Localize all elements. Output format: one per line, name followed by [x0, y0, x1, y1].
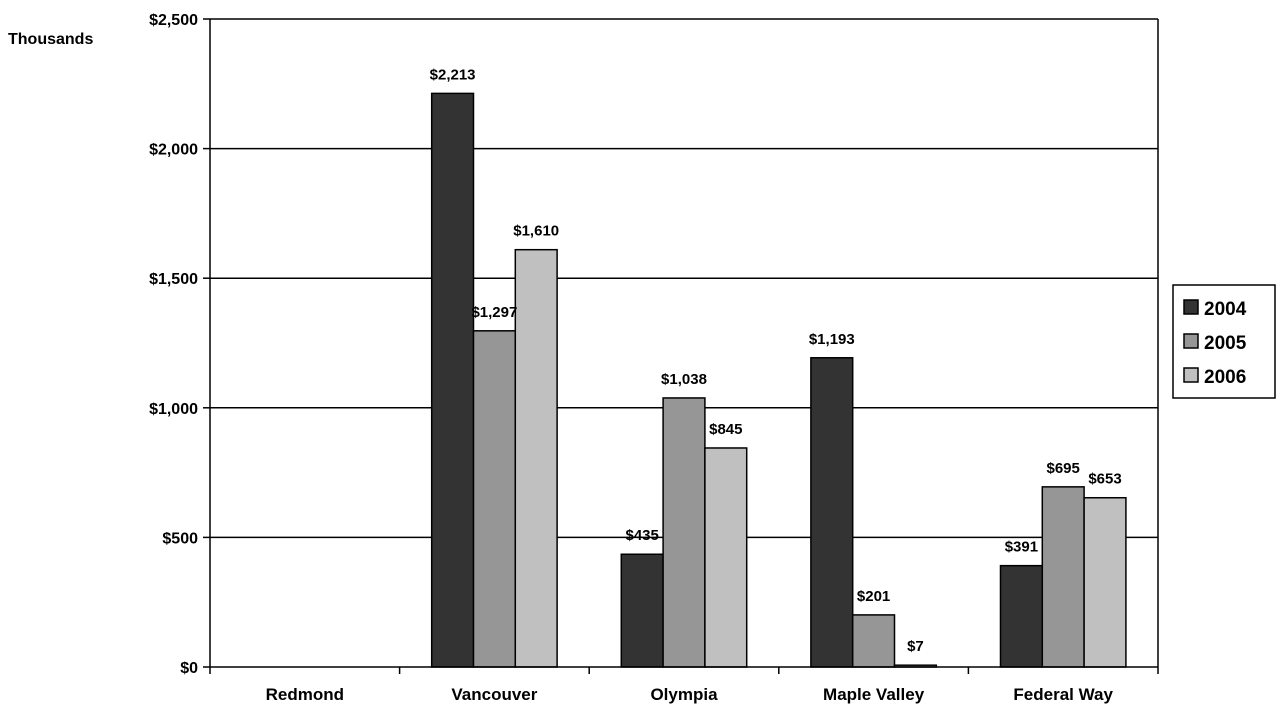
- y-tick-label: $1,500: [149, 271, 198, 288]
- legend-label: 2004: [1204, 299, 1247, 320]
- bar-2006: [1083, 496, 1127, 668]
- data-label: $1,193: [809, 331, 855, 348]
- bar-2004: [810, 357, 854, 668]
- bar-2005: [1041, 486, 1085, 668]
- x-tick-label: Federal Way: [1013, 685, 1113, 704]
- legend: 2004 2005 2006: [1172, 284, 1276, 399]
- data-label: $1,610: [513, 223, 559, 240]
- y-tick-label: $0: [180, 660, 198, 677]
- legend-swatch: [1183, 333, 1199, 349]
- legend-label: 2006: [1204, 367, 1246, 388]
- data-label: $7: [907, 638, 924, 655]
- x-tick-label: Vancouver: [451, 685, 537, 704]
- data-label: $201: [857, 588, 890, 605]
- data-label: $845: [709, 421, 742, 438]
- bar-2005: [851, 614, 896, 668]
- bar-2004: [620, 553, 664, 668]
- x-tick-label: Maple Valley: [823, 685, 925, 704]
- data-label: $391: [1005, 539, 1038, 556]
- data-label: $695: [1047, 460, 1080, 477]
- y-tick-label: $2,000: [149, 142, 198, 159]
- legend-swatch: [1183, 367, 1199, 383]
- y-tick-label: $500: [162, 530, 198, 547]
- legend-swatch: [1183, 299, 1199, 315]
- y-tick-label: $2,500: [149, 12, 198, 29]
- bars: [430, 92, 1127, 668]
- gridlines: [210, 18, 1158, 539]
- y-unit-label: Thousands: [8, 31, 93, 48]
- data-label: $653: [1088, 471, 1121, 488]
- data-label: $1,297: [471, 304, 517, 321]
- x-tick-label: Olympia: [650, 685, 718, 704]
- bar-2006: [704, 447, 748, 668]
- data-label: $2,213: [430, 66, 476, 83]
- data-label: $435: [626, 527, 659, 544]
- x-tick-label: Redmond: [266, 685, 344, 704]
- bar-2005: [662, 397, 706, 668]
- axes: [203, 18, 1159, 674]
- legend-label: 2005: [1204, 333, 1247, 354]
- bar-2004: [430, 92, 475, 668]
- data-label: $1,038: [661, 371, 707, 388]
- bar-2004: [999, 564, 1044, 668]
- bar-2006: [514, 248, 558, 668]
- bar-2005: [472, 330, 517, 668]
- y-tick-label: $1,000: [149, 401, 198, 418]
- labels: $0 $500 $1,000 $1,500 $2,000 $2,500 Redmond Van…: [149, 12, 1122, 704]
